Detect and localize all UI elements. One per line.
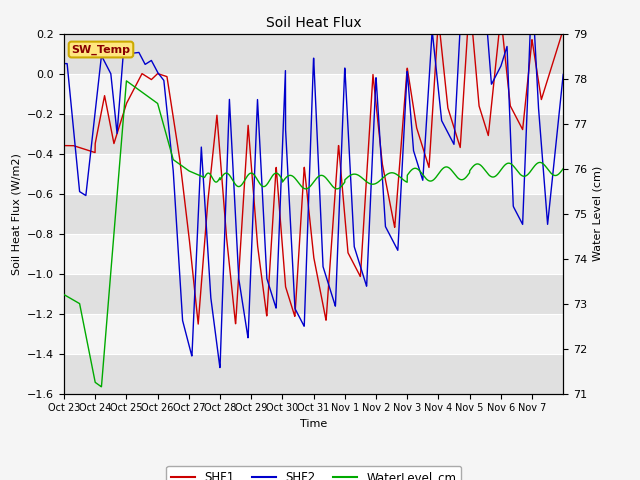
Title: Soil Heat Flux: Soil Heat Flux bbox=[266, 16, 362, 30]
Bar bbox=[64, 73, 563, 114]
Bar bbox=[64, 274, 563, 313]
Bar bbox=[64, 154, 563, 193]
Bar bbox=[64, 34, 563, 73]
Y-axis label: Soil Heat Flux (W/m2): Soil Heat Flux (W/m2) bbox=[12, 153, 22, 275]
Bar bbox=[64, 313, 563, 354]
Bar bbox=[64, 114, 563, 154]
Bar bbox=[64, 234, 563, 274]
Bar bbox=[64, 354, 563, 394]
Text: SW_Temp: SW_Temp bbox=[72, 44, 131, 55]
Y-axis label: Water Level (cm): Water Level (cm) bbox=[593, 166, 603, 261]
Legend: SHF1, SHF2, WaterLevel_cm: SHF1, SHF2, WaterLevel_cm bbox=[166, 466, 461, 480]
X-axis label: Time: Time bbox=[300, 419, 327, 429]
Bar bbox=[64, 193, 563, 234]
